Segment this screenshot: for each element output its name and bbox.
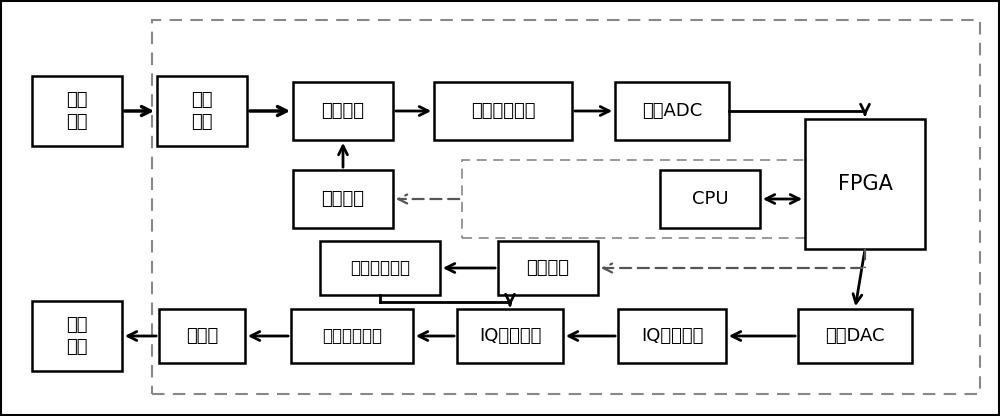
Bar — [462, 160, 852, 238]
Bar — [159, 309, 245, 363]
Bar — [798, 309, 912, 363]
Bar — [32, 301, 122, 371]
Text: 衰减
模块: 衰减 模块 — [191, 91, 213, 131]
Text: 中频处理模块: 中频处理模块 — [471, 102, 535, 120]
Text: 相位调制模块: 相位调制模块 — [350, 259, 410, 277]
Text: IQ驱动模块: IQ驱动模块 — [641, 327, 703, 345]
Text: 放大器: 放大器 — [186, 327, 218, 345]
Bar — [320, 241, 440, 295]
Bar — [805, 119, 925, 249]
Bar — [498, 241, 598, 295]
Text: FPGA: FPGA — [838, 174, 892, 194]
Text: CPU: CPU — [692, 190, 728, 208]
Bar — [457, 309, 563, 363]
Bar — [434, 82, 572, 140]
Bar — [293, 82, 393, 140]
Text: 接收
天线: 接收 天线 — [66, 91, 88, 131]
Text: 高速ADC: 高速ADC — [642, 102, 702, 120]
Text: 耦合检波模块: 耦合检波模块 — [322, 327, 382, 345]
Bar — [660, 170, 760, 228]
Text: 高速DAC: 高速DAC — [825, 327, 885, 345]
Bar — [152, 20, 980, 394]
Text: 接收本振: 接收本振 — [322, 190, 364, 208]
Bar — [618, 309, 726, 363]
Bar — [291, 309, 413, 363]
Bar — [157, 76, 247, 146]
Text: IQ调制模块: IQ调制模块 — [479, 327, 541, 345]
Text: 发射
天线: 发射 天线 — [66, 316, 88, 356]
Bar — [293, 170, 393, 228]
Text: 发射本振: 发射本振 — [526, 259, 570, 277]
Bar — [32, 76, 122, 146]
Bar — [615, 82, 729, 140]
Text: 混频模块: 混频模块 — [322, 102, 364, 120]
